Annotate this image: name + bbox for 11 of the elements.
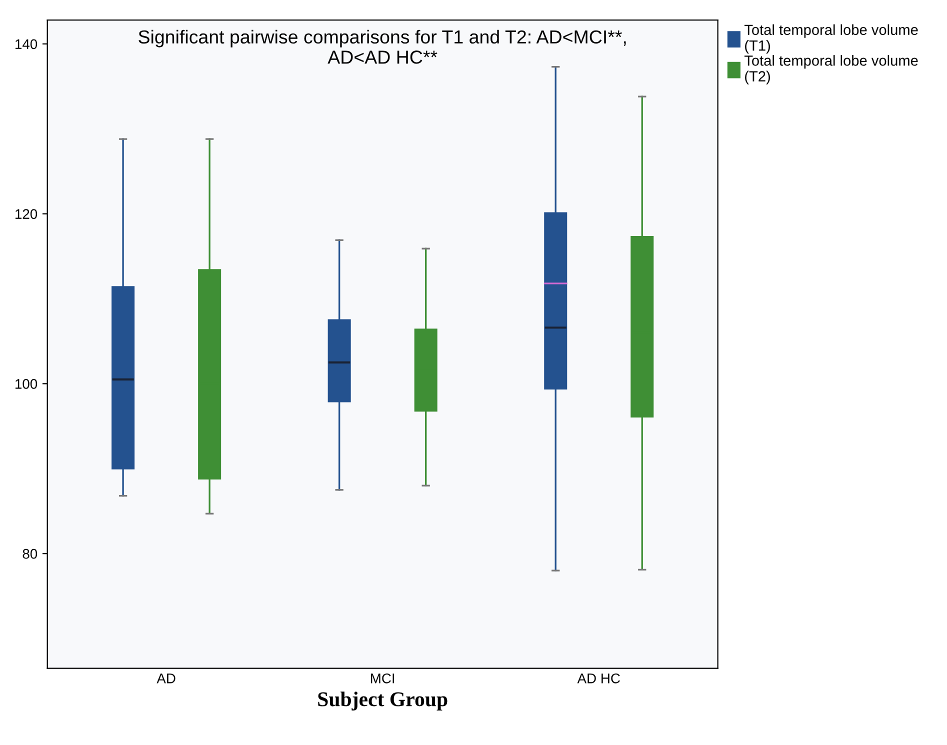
y-tick-label: 140 xyxy=(16,39,38,50)
y-tick-label: 120 xyxy=(16,209,38,219)
chart-title: Significant pairwise comparisons for T1 and T2: AD<MCI**, AD<AD HC** xyxy=(138,30,626,64)
x-axis-title: Subject Group xyxy=(318,692,448,711)
x-tick-label: MCI xyxy=(371,673,394,684)
y-tick-label: 100 xyxy=(16,379,38,389)
y-tick-label: 80 xyxy=(22,548,38,559)
legend-label: Total temporal lobe volume (T2) xyxy=(744,55,918,84)
legend-label: Total temporal lobe volume (T1) xyxy=(744,24,918,54)
x-tick-label: AD HC xyxy=(577,673,620,684)
x-tick-label: AD xyxy=(156,674,176,684)
